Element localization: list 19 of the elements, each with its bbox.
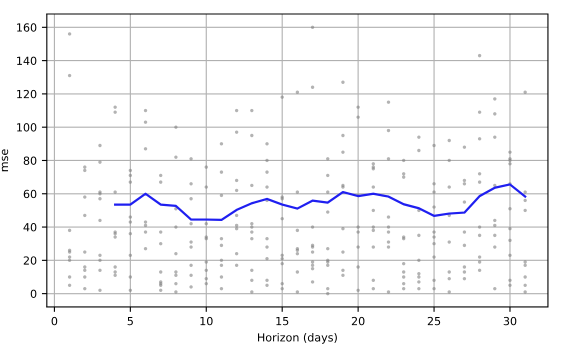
y-tick-label: 40 [24,223,36,232]
x-tick-label: 10 [200,316,213,326]
x-tick-label: 25 [428,316,440,326]
x-tick-label: 30 [504,316,516,326]
x-tick-label: 20 [352,316,364,326]
x-axis-title: Horizon (days) [258,332,337,344]
y-tick-label: 140 [17,56,36,65]
x-tick-label: 5 [128,317,133,326]
x-tick-label: 0 [52,316,58,326]
y-tick-label: 160 [17,23,36,32]
line-series [114,183,526,222]
y-tick-label: 120 [17,90,36,98]
x-tick-label: 15 [276,317,288,326]
y-tick-label: 0 [30,290,36,298]
y-axis-title: mse [2,149,8,172]
y-tick-label: 60 [24,190,36,198]
y-tick-label: 20 [24,256,36,265]
y-tick-label: 100 [17,123,36,132]
y-tick-label: 80 [24,156,36,165]
